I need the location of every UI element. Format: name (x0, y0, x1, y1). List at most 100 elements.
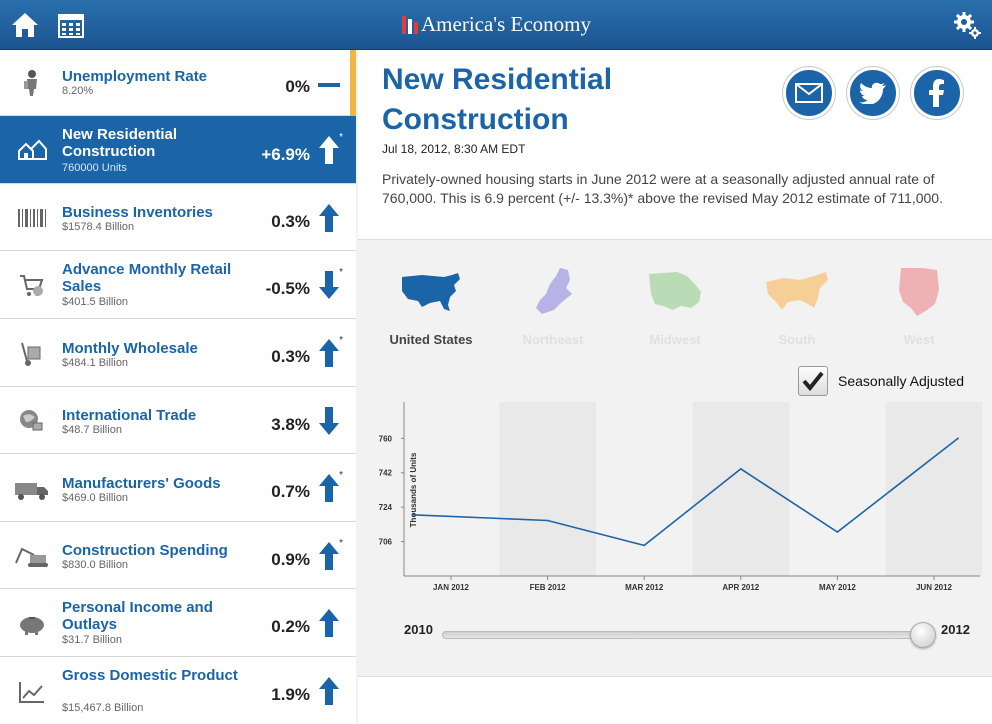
seasonally-adjusted-toggle[interactable]: Seasonally Adjusted (798, 366, 964, 396)
indicator-name: Gross Domestic Product (62, 667, 238, 684)
series-point (740, 468, 742, 470)
worker-icon (14, 68, 50, 98)
indicator-description: Privately-owned housing starts in June 2… (382, 171, 943, 206)
active-indicator-marker (350, 50, 356, 116)
indicator-sub: $15,467.8 Billion (62, 702, 144, 714)
indicator-list: Unemployment Rate 8.20% 0% New Residenti… (0, 50, 356, 724)
facebook-share-button[interactable] (911, 67, 963, 119)
region-northeast[interactable]: Northeast (498, 262, 608, 347)
seasonally-adjusted-label: Seasonally Adjusted (838, 373, 965, 389)
indicator-unemployment-rate[interactable]: Unemployment Rate 8.20% 0% (0, 50, 356, 116)
indicator-construction-spending[interactable]: Construction Spending $830.0 Billion 0.9… (0, 522, 356, 589)
y-ticks: 706 724 742 760 (379, 434, 404, 547)
south-map-icon (742, 262, 852, 322)
x-tick-label: MAY 2012 (819, 583, 856, 592)
us-map-icon (376, 262, 486, 322)
home-icon[interactable] (8, 8, 42, 42)
region-label: West (903, 332, 935, 347)
indicator-business-inventories[interactable]: Business Inventories $1578.4 Billion 0.3… (0, 184, 356, 251)
y-axis-title: Thousands of Units (409, 452, 418, 527)
x-tick-label: APR 2012 (722, 583, 759, 592)
indicator-name: Business Inventories (62, 204, 213, 221)
app-title: America's Economy (0, 12, 992, 40)
indicator-value: 0.3% (271, 347, 310, 366)
excavator-icon (14, 542, 50, 572)
up-arrow-icon (319, 136, 339, 164)
y-tick-label: 706 (379, 538, 393, 547)
year-range-slider[interactable] (442, 631, 930, 639)
indicator-international-trade[interactable]: International Trade $48.7 Billion 3.8% (0, 387, 356, 454)
calendar-icon[interactable] (54, 8, 88, 42)
indicator-name: Unemployment Rate (62, 68, 208, 85)
detail-panel: New Residential Construction Jul 18, 201… (358, 50, 992, 240)
series-point (957, 437, 959, 440)
indicator-gross-domestic-product[interactable]: Gross Domestic Product $15,467.8 Billion… (0, 657, 356, 724)
indicator-name: Manufacturers' Goods (62, 475, 221, 492)
email-icon (795, 83, 823, 103)
indicator-personal-income-and-outlays[interactable]: Personal Income and Outlays $31.7 Billio… (0, 589, 356, 657)
twitter-icon (859, 82, 886, 104)
email-share-button[interactable] (783, 67, 835, 119)
indicator-sub: $1578.4 Billion (62, 221, 135, 233)
gear-icon[interactable] (950, 8, 984, 42)
chart-band (692, 402, 790, 576)
release-date: Jul 18, 2012, 8:30 AM EDT (382, 142, 526, 156)
up-arrow-icon (319, 204, 339, 232)
y-tick-label: 760 (379, 434, 393, 443)
indicator-sub: $31.7 Billion (62, 634, 122, 646)
series-line (412, 437, 959, 547)
indicator-value: 0.7% (271, 482, 310, 501)
west-map-icon (864, 262, 974, 322)
region-label: Midwest (649, 332, 701, 347)
twitter-share-button[interactable] (847, 67, 899, 119)
indicator-name: Advance Monthly Retail Sales (62, 261, 232, 295)
up-arrow-icon (319, 677, 339, 705)
indicator-name: International Trade (62, 407, 197, 424)
down-arrow-icon (319, 271, 339, 299)
down-arrow-icon (319, 407, 339, 435)
indicator-name: Construction Spending (62, 542, 228, 559)
x-ticks: JAN 2012 FEB 2012 MAR 2012 APR 2012 MAY 2012… (433, 576, 953, 592)
indicator-sub: $484.1 Billion (62, 357, 129, 369)
seasonally-adjusted-checkbox[interactable] (798, 366, 828, 396)
indicator-name: Monthly Wholesale (62, 340, 198, 357)
app-title-text: America's Economy (421, 12, 591, 36)
indicator-value: 0.3% (271, 212, 310, 231)
truck-icon (14, 475, 50, 505)
slider-start-label: 2010 (404, 622, 433, 637)
region-united-states[interactable]: United States (376, 262, 486, 347)
region-west[interactable]: West (864, 262, 974, 347)
indicator-value: -0.5% (265, 279, 310, 298)
up-arrow-icon (319, 542, 339, 570)
asterisk: * (339, 470, 343, 481)
indicator-value: 0.9% (271, 550, 310, 569)
series-point (546, 519, 549, 522)
asterisk: * (339, 267, 343, 278)
shopping-cart-icon (14, 271, 50, 301)
y-tick-label: 742 (379, 469, 393, 478)
y-tick-label: 724 (379, 503, 393, 512)
indicator-advance-monthly-retail-sales[interactable]: Advance Monthly Retail Sales $401.5 Bill… (0, 251, 356, 319)
chart-series (411, 437, 959, 547)
indicator-manufacturers-goods[interactable]: Manufacturers' Goods $469.0 Billion 0.7%… (0, 454, 356, 522)
slider-handle[interactable] (910, 622, 936, 648)
indicator-new-residential-construction[interactable]: New Residential Construction 760000 Unit… (0, 116, 356, 184)
region-midwest[interactable]: Midwest (620, 262, 730, 347)
indicator-monthly-wholesale[interactable]: Monthly Wholesale $484.1 Billion 0.3% * (0, 319, 356, 387)
series-point (836, 531, 839, 533)
piggy-bank-icon (14, 609, 50, 639)
region-south[interactable]: South (742, 262, 852, 347)
asterisk: * (339, 132, 343, 143)
asterisk: * (339, 335, 343, 346)
housing-starts-chart: 706 724 742 760 JAN 2012 FEB 2012 MAR 2012 APR… (379, 402, 983, 592)
region-label: South (778, 332, 816, 347)
indicator-value: 3.8% (271, 415, 310, 434)
bottom-panel (358, 676, 992, 724)
x-tick-label: JUN 2012 (916, 583, 953, 592)
indicator-value: 1.9% (271, 685, 310, 704)
hand-truck-icon (14, 339, 50, 369)
flat-dash-icon (318, 83, 340, 87)
slider-end-label: 2012 (941, 622, 970, 637)
region-label: Northeast (522, 332, 584, 347)
